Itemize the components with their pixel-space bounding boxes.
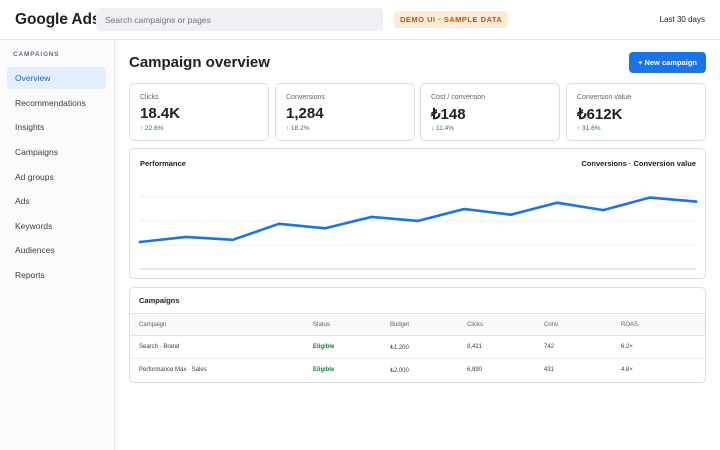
data-point[interactable] xyxy=(463,207,466,211)
data-point[interactable] xyxy=(509,213,512,216)
sidebar-item-reports[interactable]: Reports xyxy=(15,270,45,280)
kpi-delta: ↑ 31.6% xyxy=(577,125,601,132)
kpi-label: Clicks xyxy=(140,94,159,101)
new-campaign-button[interactable]: + New campaign xyxy=(629,52,706,73)
data-point[interactable] xyxy=(231,238,234,242)
sidebar: CAMPAIGNS Overview Recommendations Insig… xyxy=(0,40,115,450)
campaign-name[interactable]: Search · Brand xyxy=(139,344,180,350)
data-point[interactable] xyxy=(324,227,327,230)
performance-panel: Performance Conversions · Conversion val… xyxy=(129,148,706,279)
campaign-name[interactable]: Performance Max · Sales xyxy=(139,367,207,373)
column-header[interactable]: ROAS xyxy=(621,322,639,328)
campaigns-table-panel: Campaigns Campaign Status Budget Clicks … xyxy=(129,287,706,383)
demo-badge: DEMO UI · SAMPLE DATA xyxy=(394,11,509,28)
clicks-cell: 8,421 xyxy=(467,344,483,350)
kpi-card-conversion-value[interactable]: Conversion value ₺612K ↑ 31.6% xyxy=(566,83,706,141)
column-header[interactable]: Budget xyxy=(390,322,410,328)
performance-title: Performance xyxy=(140,159,186,168)
sidebar-item-keywords[interactable]: Keywords xyxy=(15,221,53,231)
roas-cell: 6.2× xyxy=(621,344,633,350)
campaigns-title: Campaigns xyxy=(139,296,180,305)
budget-cell: ₺1,200 xyxy=(390,345,409,351)
data-point[interactable] xyxy=(602,208,605,212)
kpi-label: Cost / conversion xyxy=(431,94,486,101)
sidebar-heading: CAMPAIGNS xyxy=(13,51,60,58)
sidebar-item-campaigns[interactable]: Campaigns xyxy=(15,147,58,157)
kpi-delta: ↑ 18.2% xyxy=(286,125,310,132)
kpi-card-cost-per-conversion[interactable]: Cost / conversion ₺148 ↓ 11.4% xyxy=(420,83,560,141)
column-header[interactable]: Status xyxy=(313,322,331,328)
status-badge: Eligible xyxy=(313,367,335,373)
table-header: Campaign Status Budget Clicks Conv. ROAS xyxy=(130,313,705,336)
date-range[interactable]: Last 30 days xyxy=(659,15,705,24)
kpi-card-conversions[interactable]: Conversions 1,284 ↑ 18.2% xyxy=(275,83,415,141)
kpi-value: 1,284 xyxy=(286,105,324,122)
data-point[interactable] xyxy=(648,196,651,199)
kpi-label: Conversions xyxy=(286,94,325,101)
top-bar: Google Ads DEMO UI · SAMPLE DATA Last 30… xyxy=(0,0,720,40)
kpi-card-clicks[interactable]: Clicks 18.4K ↑ 22.6% xyxy=(129,83,269,141)
kpi-value: 18.4K xyxy=(140,105,181,122)
data-point[interactable] xyxy=(370,215,373,219)
budget-cell: ₺2,000 xyxy=(390,368,409,374)
table-row[interactable]: Search · Brand Eligible ₺1,200 8,421 742… xyxy=(130,336,705,359)
data-point[interactable] xyxy=(694,200,698,203)
kpi-delta: ↑ 22.6% xyxy=(140,125,164,132)
search-input[interactable] xyxy=(96,8,383,31)
app-title[interactable]: Google Ads xyxy=(15,11,101,28)
kpi-value: ₺148 xyxy=(431,106,466,123)
conversions-cell: 742 xyxy=(544,344,555,350)
conversions-cell: 431 xyxy=(544,367,555,373)
performance-chart xyxy=(138,196,698,270)
kpi-value: ₺612K xyxy=(577,106,623,123)
main-content: Campaign overview + New campaign Clicks … xyxy=(115,40,720,450)
clicks-cell: 6,890 xyxy=(467,367,483,373)
data-point[interactable] xyxy=(277,222,281,226)
column-header[interactable]: Campaign xyxy=(139,322,167,328)
sidebar-item-recommendations[interactable]: Recommendations xyxy=(15,98,86,108)
kpi-delta: ↓ 11.4% xyxy=(431,125,455,132)
column-header[interactable]: Conv. xyxy=(544,322,560,328)
status-badge: Eligible xyxy=(313,344,335,350)
column-header[interactable]: Clicks xyxy=(467,322,483,328)
sidebar-item-insights[interactable]: Insights xyxy=(15,122,45,132)
sidebar-item-ads[interactable]: Ads xyxy=(15,196,30,206)
sidebar-item-audiences[interactable]: Audiences xyxy=(15,245,55,255)
sidebar-item-overview[interactable]: Overview xyxy=(7,67,106,89)
data-point[interactable] xyxy=(555,201,559,204)
page-title: Campaign overview xyxy=(129,54,270,71)
data-point[interactable] xyxy=(416,219,420,223)
sidebar-item-ad-groups[interactable]: Ad groups xyxy=(15,172,54,182)
performance-legend[interactable]: Conversions · Conversion value xyxy=(581,159,696,168)
roas-cell: 4.8× xyxy=(621,367,633,373)
data-point[interactable] xyxy=(138,240,142,244)
data-point[interactable] xyxy=(185,235,188,239)
table-row[interactable]: Performance Max · Sales Eligible ₺2,000 … xyxy=(130,359,705,382)
kpi-label: Conversion value xyxy=(577,94,632,101)
